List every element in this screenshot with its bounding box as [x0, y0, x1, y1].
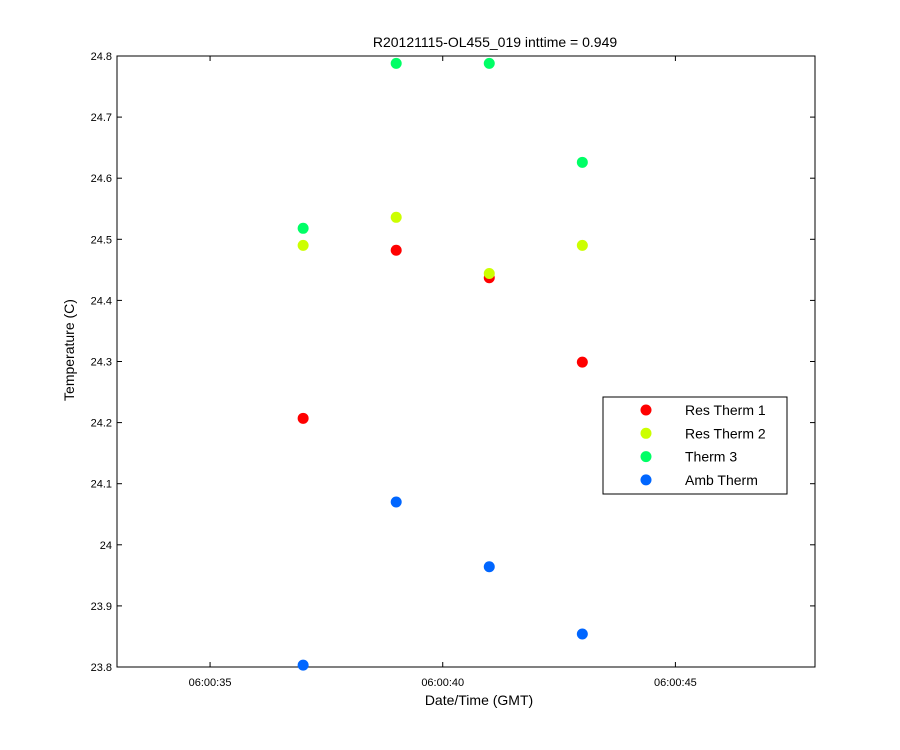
legend-marker-res-therm-2 [640, 427, 652, 439]
y-tick-label: 24.7 [91, 112, 112, 124]
x-tick-label: 06:00:40 [421, 677, 464, 689]
data-point-therm-3 [576, 156, 588, 168]
data-point-therm-3 [483, 57, 495, 69]
y-tick-label: 24.8 [91, 51, 112, 63]
legend-marker-amb-therm [640, 474, 652, 486]
legend-label-res-therm-1: Res Therm 1 [685, 402, 766, 418]
x-axis-label: Date/Time (GMT) [425, 692, 533, 708]
data-point-amb-therm [483, 561, 495, 573]
y-tick-label: 24.1 [91, 479, 112, 491]
data-point-res-therm-1 [297, 412, 309, 424]
legend-box [602, 396, 788, 495]
data-point-amb-therm [576, 628, 588, 640]
data-point-therm-3 [390, 57, 402, 69]
data-point-res-therm-1 [576, 356, 588, 368]
data-point-res-therm-2 [390, 211, 402, 223]
plot-area [116, 55, 816, 668]
x-axis-ticks: 06:00:35 06:00:40 06:00:45 [189, 56, 697, 689]
data-point-therm-3 [297, 222, 309, 234]
y-tick-label: 24.5 [91, 234, 112, 246]
y-tick-label: 24.6 [91, 173, 112, 185]
data-point-res-therm-2 [576, 239, 588, 251]
x-tick-label: 06:00:45 [654, 677, 697, 689]
y-axis-ticks: 23.8 23.9 24 24.1 24.2 24.3 24.4 24.5 24.6 24.7 24… [91, 51, 815, 674]
y-tick-label: 24.3 [91, 357, 112, 369]
y-tick-label: 24 [100, 540, 112, 552]
data-point-amb-therm [390, 496, 402, 508]
y-axis-label: Temperature (C) [61, 299, 77, 401]
x-tick-label: 06:00:35 [189, 677, 232, 689]
legend-label-amb-therm: Amb Therm [685, 472, 758, 488]
y-tick-label: 23.9 [91, 601, 112, 613]
chart-title: R20121115-OL455_019 inttime = 0.949 [373, 34, 617, 50]
y-tick-label: 24.4 [91, 295, 112, 307]
y-tick-label: 23.8 [91, 662, 112, 674]
legend-marker-therm-3 [640, 451, 652, 463]
legend: Res Therm 1 Res Therm 2 Therm 3 Amb Therm [602, 396, 788, 495]
legend-marker-res-therm-1 [640, 404, 652, 416]
data-point-res-therm-1 [390, 244, 402, 256]
data-points [297, 57, 588, 671]
data-point-res-therm-2 [483, 268, 495, 280]
legend-label-therm-3: Therm 3 [685, 449, 737, 465]
data-point-amb-therm [297, 659, 309, 671]
y-tick-label: 24.2 [91, 418, 112, 430]
legend-label-res-therm-2: Res Therm 2 [685, 425, 766, 441]
data-point-res-therm-2 [297, 239, 309, 251]
